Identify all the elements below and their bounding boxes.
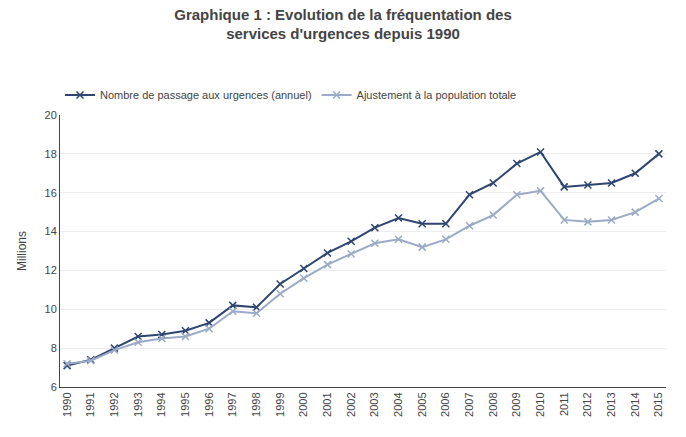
svg-text:2002: 2002 xyxy=(345,392,357,416)
svg-text:2009: 2009 xyxy=(510,392,522,416)
svg-text:2013: 2013 xyxy=(605,392,617,416)
svg-text:1994: 1994 xyxy=(155,392,167,416)
svg-text:1993: 1993 xyxy=(132,392,144,416)
svg-text:1999: 1999 xyxy=(274,392,286,416)
svg-text:2003: 2003 xyxy=(368,392,380,416)
svg-text:2011: 2011 xyxy=(558,392,570,416)
svg-text:8: 8 xyxy=(51,342,57,354)
svg-text:Millions: Millions xyxy=(15,231,29,271)
svg-text:6: 6 xyxy=(51,381,57,393)
svg-text:1992: 1992 xyxy=(108,392,120,416)
svg-text:20: 20 xyxy=(45,109,57,121)
svg-text:2015: 2015 xyxy=(652,392,664,416)
svg-text:10: 10 xyxy=(45,303,57,315)
svg-text:2006: 2006 xyxy=(439,392,451,416)
svg-text:2008: 2008 xyxy=(487,392,499,416)
svg-text:Nombre de passage aux urgences: Nombre de passage aux urgences (annuel) xyxy=(100,89,312,101)
svg-text:18: 18 xyxy=(45,148,57,160)
svg-text:12: 12 xyxy=(45,264,57,276)
svg-text:1997: 1997 xyxy=(226,392,238,416)
svg-text:2000: 2000 xyxy=(297,392,309,416)
svg-text:Ajustement à la population tot: Ajustement à la population totale xyxy=(357,89,517,101)
svg-text:1998: 1998 xyxy=(250,392,262,416)
svg-text:1991: 1991 xyxy=(84,392,96,416)
svg-text:14: 14 xyxy=(45,225,57,237)
svg-text:1996: 1996 xyxy=(203,392,215,416)
svg-text:Graphique 1 : Evolution de la: Graphique 1 : Evolution de la fréquentat… xyxy=(174,6,512,43)
svg-text:1990: 1990 xyxy=(61,392,73,416)
svg-text:2007: 2007 xyxy=(463,392,475,416)
svg-text:16: 16 xyxy=(45,187,57,199)
svg-text:2005: 2005 xyxy=(416,392,428,416)
svg-text:2012: 2012 xyxy=(581,392,593,416)
svg-text:2004: 2004 xyxy=(392,392,404,416)
svg-text:2014: 2014 xyxy=(629,392,641,416)
svg-text:1995: 1995 xyxy=(179,392,191,416)
svg-text:2001: 2001 xyxy=(321,392,333,416)
svg-text:2010: 2010 xyxy=(534,392,546,416)
